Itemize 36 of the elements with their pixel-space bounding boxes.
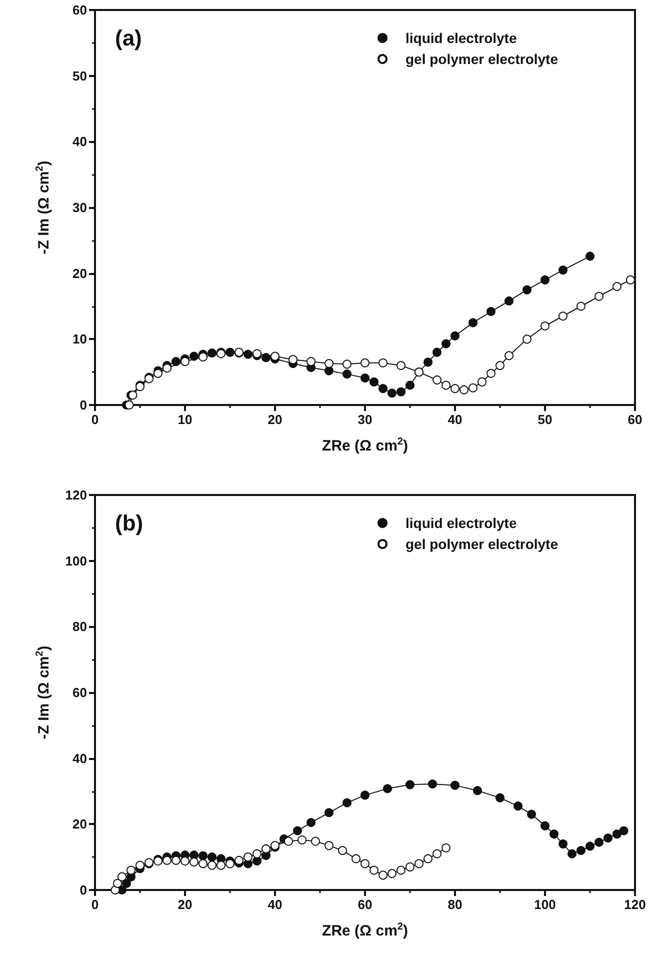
x-tick-label: 80: [448, 897, 462, 912]
legend-label: liquid electrolyte: [405, 515, 517, 531]
y-tick-label: 40: [72, 750, 87, 766]
x-tick-label: 20: [178, 897, 192, 912]
y-tick-label: 30: [72, 200, 87, 215]
x-tick-label: 30: [358, 412, 372, 427]
legend-label: gel polymer electrolyte: [405, 51, 558, 67]
y-tick-label: 20: [72, 266, 87, 281]
y-tick-label: 60: [72, 685, 87, 700]
y-tick-label: 80: [72, 619, 87, 634]
x-tick-label: 0: [91, 412, 99, 427]
text: (a): [115, 26, 142, 50]
x-tick-label: 20: [268, 412, 282, 427]
text: (b): [115, 510, 144, 536]
x-tick-label: 50: [538, 412, 552, 427]
y-tick-label: 50: [72, 68, 87, 84]
y-tick-label: 0: [80, 398, 87, 412]
y-axis-title: -Z Im (Ω cm2): [34, 646, 52, 740]
y-tick-label: 100: [65, 553, 87, 568]
x-tick-label: 0: [91, 897, 99, 912]
x-tick-label: 10: [178, 412, 192, 427]
y-tick-label: 10: [72, 332, 87, 347]
y-tick-label: 0: [80, 882, 87, 898]
y-axis-title: -Z Im (Ω cm2): [34, 160, 52, 254]
y-tick-label: 60: [72, 2, 87, 18]
x-tick-label: 100: [534, 897, 556, 912]
y-tick-label: 20: [72, 816, 87, 832]
y-tick-label: 40: [72, 134, 87, 150]
legend-label: gel polymer electrolyte: [405, 536, 558, 552]
x-tick-label: 120: [624, 897, 646, 912]
y-tick-label: 120: [65, 488, 87, 502]
x-tick-label: 40: [268, 897, 282, 912]
x-tick-label: 60: [358, 897, 372, 912]
x-tick-label: 40: [448, 412, 462, 427]
legend-label: liquid electrolyte: [405, 30, 517, 46]
x-tick-label: 60: [628, 412, 642, 427]
